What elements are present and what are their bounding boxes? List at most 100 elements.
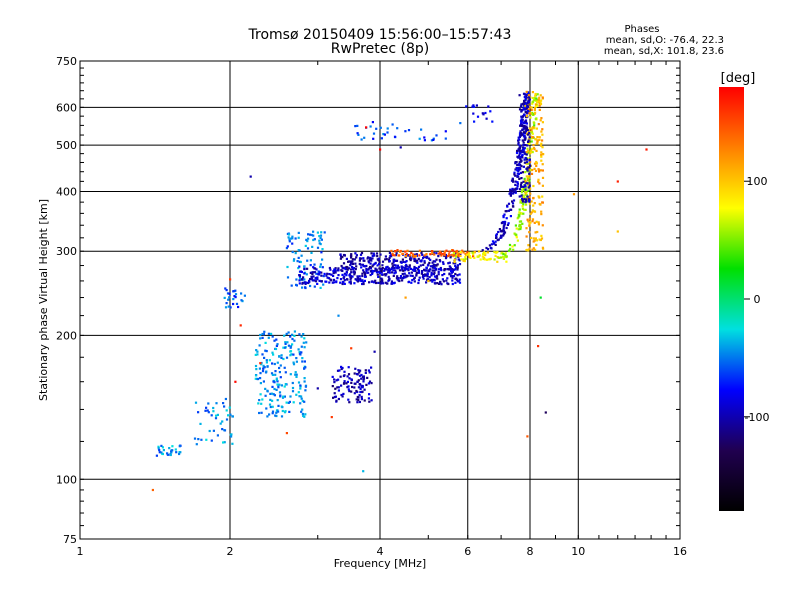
data-point [440,254,443,257]
data-point [522,185,525,188]
data-point [410,281,413,284]
data-point [254,374,258,377]
data-point [350,271,353,274]
data-point [383,133,386,136]
data-point [441,274,444,277]
data-point [519,224,522,227]
data-point [424,273,427,276]
data-point [256,377,259,381]
data-point [291,343,294,346]
data-point [334,271,337,274]
data-point [303,380,306,383]
data-point [447,262,450,265]
data-point [272,380,275,383]
data-point [451,275,454,278]
data-point [427,269,430,272]
data-point [361,386,364,389]
data-point [278,366,281,370]
data-point [305,273,308,276]
data-point [300,395,303,398]
data-point [267,336,270,339]
data-point [404,255,407,258]
stats-heading: Phases [624,24,659,35]
data-point [447,268,450,271]
data-point [320,251,323,254]
data-point [364,369,367,372]
data-point [320,280,323,283]
data-point [340,255,343,258]
data-point [541,153,544,156]
data-point [456,251,459,254]
data-point [525,182,528,185]
data-point [158,449,161,452]
data-point [433,267,436,270]
data-point [365,126,368,129]
data-point [289,395,292,398]
data-point [271,410,275,413]
data-point [538,138,541,141]
data-point [505,255,508,258]
data-point [343,380,346,383]
data-point [523,161,526,164]
data-point [362,377,366,380]
data-point [284,410,287,413]
data-point [297,236,300,239]
data-point [531,220,534,223]
data-point [442,262,445,265]
data-point [274,373,277,376]
data-point [384,281,387,284]
data-point [528,176,531,179]
data-point [320,271,323,274]
data-point [275,414,278,418]
data-point [472,104,475,107]
data-point [216,434,219,437]
data-point [526,96,529,99]
data-point [484,252,487,255]
data-point [416,259,419,262]
data-point [279,394,282,397]
data-point [224,306,228,309]
data-point [528,136,531,139]
data-point [437,252,440,255]
data-point [413,280,416,283]
data-point [458,281,462,284]
data-point [298,350,301,354]
data-point [503,231,507,234]
data-point [442,280,445,283]
data-point [347,398,350,401]
data-point [418,254,421,257]
data-point [289,350,292,353]
data-point [524,157,527,160]
data-point [227,298,230,301]
data-point [541,246,544,249]
data-point [316,282,319,285]
data-point [376,255,379,258]
data-point [417,279,420,282]
data-point [318,235,321,238]
data-point [531,102,534,105]
data-point [262,367,265,370]
data-point [531,168,534,172]
data-point [295,283,298,286]
data-point [361,274,364,278]
data-point [540,159,543,162]
data-point [359,279,362,282]
data-point [506,223,509,226]
data-point [369,273,372,277]
data-point [522,121,525,124]
data-point [335,281,338,284]
data-point [375,252,379,255]
data-point [314,267,317,270]
data-point [385,273,388,276]
data-point [515,151,519,154]
data-point [286,232,289,236]
data-point [231,442,234,445]
data-point [437,282,441,285]
data-point [380,270,383,273]
data-point [229,413,232,416]
data-point [336,369,340,372]
data-point [259,333,262,337]
data-point [304,282,307,285]
data-point [282,357,285,361]
data-point [526,435,529,438]
